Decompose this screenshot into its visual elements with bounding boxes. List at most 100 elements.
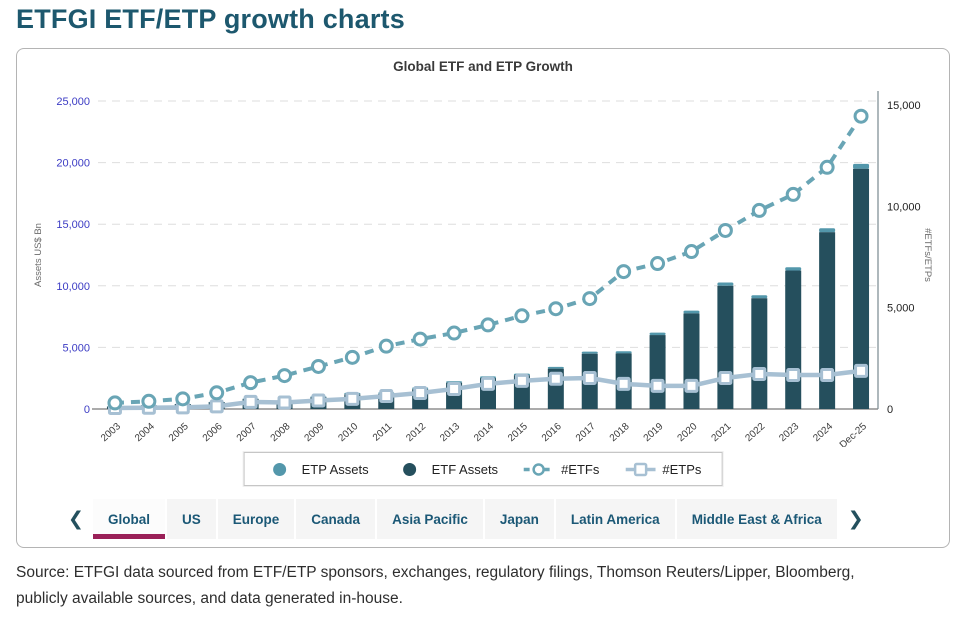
- etp-bar-Dec-25: [853, 163, 870, 169]
- etps-marker-2014: [481, 376, 495, 391]
- etf-bar-2023: [785, 270, 802, 409]
- etp-bar-2018: [615, 351, 632, 354]
- etfs-marker-2021: [717, 222, 733, 238]
- etps-marker-2018: [616, 376, 631, 391]
- source-line-1: Source: ETFGI data sourced from ETF/ETP …: [16, 564, 855, 581]
- x-axis-label-2012: 2012: [404, 421, 428, 444]
- etps-marker-2013: [447, 381, 462, 396]
- x-axis-label-2008: 2008: [269, 421, 293, 444]
- etps-marker-2024: [820, 367, 835, 382]
- etf-bar-2022: [751, 298, 768, 409]
- etp-bar-2022: [751, 295, 768, 299]
- active-tab-underline: [93, 534, 166, 539]
- dashed-line-circle-icon: [524, 462, 555, 476]
- x-axis-label-2010: 2010: [336, 421, 360, 444]
- x-axis-label-2024: 2024: [811, 421, 835, 444]
- prev-region-button[interactable]: ❮: [68, 508, 84, 530]
- tab-global[interactable]: Global: [93, 499, 166, 539]
- x-axis-label-2006: 2006: [201, 421, 225, 444]
- etps-marker-2016: [548, 371, 563, 386]
- etp-bar-2023: [785, 267, 802, 271]
- etps-marker-2010: [345, 391, 360, 406]
- etfs-marker-2010: [344, 349, 360, 365]
- etfs-marker-2003: [107, 395, 123, 411]
- left-axis-tick-label: 20,000: [56, 158, 90, 170]
- region-tabs: ❮ Global US Europe Canada Asia Pacific Japan L…: [59, 499, 907, 539]
- right-axis-tick-label: 5,000: [887, 303, 915, 315]
- etfs-marker-2018: [616, 264, 632, 280]
- etps-marker-2019: [650, 378, 665, 393]
- etps-marker-2006: [209, 399, 224, 414]
- left-axis-title: Assets US$ Bn: [33, 223, 44, 287]
- x-axis-label-2011: 2011: [371, 421, 395, 444]
- x-axis-label-2009: 2009: [303, 421, 327, 444]
- etfs-marker-2017: [582, 291, 598, 307]
- etfs-marker-2022: [751, 202, 767, 218]
- etps-marker-2011: [379, 389, 394, 404]
- etp-bar-2021: [717, 282, 734, 286]
- etps-marker-2007: [243, 394, 258, 409]
- x-axis-label-2016: 2016: [540, 421, 564, 444]
- page-title: ETFGI ETF/ETP growth charts: [16, 4, 405, 34]
- left-axis-tick-label: 5,000: [62, 342, 90, 354]
- etf-bar-2019: [649, 335, 666, 409]
- etfs-marker-2024: [819, 159, 835, 175]
- etps-marker-2008: [277, 395, 292, 410]
- tab-asia-pacific[interactable]: Asia Pacific: [377, 499, 483, 539]
- x-axis-label-2021: 2021: [710, 421, 734, 444]
- legend-item-etf-assets[interactable]: ETF Assets: [395, 462, 498, 477]
- etps-marker-Dec-25: [854, 363, 869, 378]
- etp-bar-2020: [683, 310, 700, 314]
- legend-label: ETF Assets: [431, 461, 499, 477]
- next-region-button[interactable]: ❯: [847, 508, 864, 530]
- left-axis-tick-label: 25,000: [56, 96, 90, 108]
- etps-marker-2015: [514, 373, 529, 388]
- etfs-marker-2013: [446, 325, 462, 341]
- chart-title: Global ETF and ETP Growth: [393, 59, 573, 74]
- tab-latin-america[interactable]: Latin America: [555, 499, 675, 539]
- etfs-marker-2004: [141, 393, 157, 409]
- tab-us[interactable]: US: [167, 499, 216, 539]
- etp-bar-2016: [547, 366, 564, 369]
- right-axis-tick-label: 0: [887, 404, 893, 416]
- legend-item-etp-assets[interactable]: ETP Assets: [265, 462, 369, 477]
- etfs-marker-2005: [175, 391, 191, 407]
- etps-marker-2022: [752, 366, 767, 381]
- legend-label: ETP Assets: [301, 461, 369, 477]
- x-axis-label-2013: 2013: [438, 421, 462, 444]
- etps-marker-2021: [718, 370, 733, 385]
- etps-marker-2009: [311, 393, 326, 408]
- etp-bar-2017: [581, 351, 598, 354]
- etfs-marker-2011: [378, 338, 394, 354]
- etps-marker-2020: [684, 378, 699, 393]
- x-axis-label-2022: 2022: [743, 421, 767, 444]
- x-axis-label-Dec-25: Dec-25: [838, 421, 870, 447]
- etp-bar-2024: [819, 228, 836, 233]
- legend-label: #ETPs: [662, 461, 702, 477]
- etf-bar-2020: [683, 313, 700, 409]
- filled-circle-icon: [403, 462, 417, 476]
- etfs-marker-2015: [514, 308, 530, 324]
- right-axis-title: #ETFs/ETPs: [922, 228, 933, 282]
- etfs-marker-2016: [548, 301, 564, 317]
- etf-bar-2021: [717, 285, 734, 409]
- x-axis-label-2015: 2015: [506, 421, 530, 444]
- tab-middle-east-africa[interactable]: Middle East & Africa: [676, 499, 837, 539]
- legend-item--etps[interactable]: #ETPs: [625, 462, 701, 477]
- tab-japan[interactable]: Japan: [484, 499, 554, 539]
- x-axis-label-2004: 2004: [133, 421, 157, 444]
- etfs-marker-2019: [650, 256, 666, 272]
- legend-item--etfs[interactable]: #ETFs: [524, 462, 599, 477]
- etfs-marker-2006: [209, 385, 225, 401]
- region-tab-list: Global US Europe Canada Asia Pacific Japan Lat…: [93, 499, 839, 539]
- source-line-2: publicly available sources, and data gen…: [16, 590, 403, 607]
- tab-europe[interactable]: Europe: [217, 499, 295, 539]
- etps-marker-2017: [582, 370, 597, 385]
- x-axis-label-2005: 2005: [167, 421, 191, 444]
- ETFs-line: [114, 115, 863, 405]
- etp-bar-2019: [649, 332, 666, 336]
- etfs-marker-2007: [243, 375, 259, 391]
- filled-circle-icon: [273, 462, 287, 476]
- tab-canada[interactable]: Canada: [296, 499, 376, 539]
- etfs-marker-2014: [480, 317, 496, 333]
